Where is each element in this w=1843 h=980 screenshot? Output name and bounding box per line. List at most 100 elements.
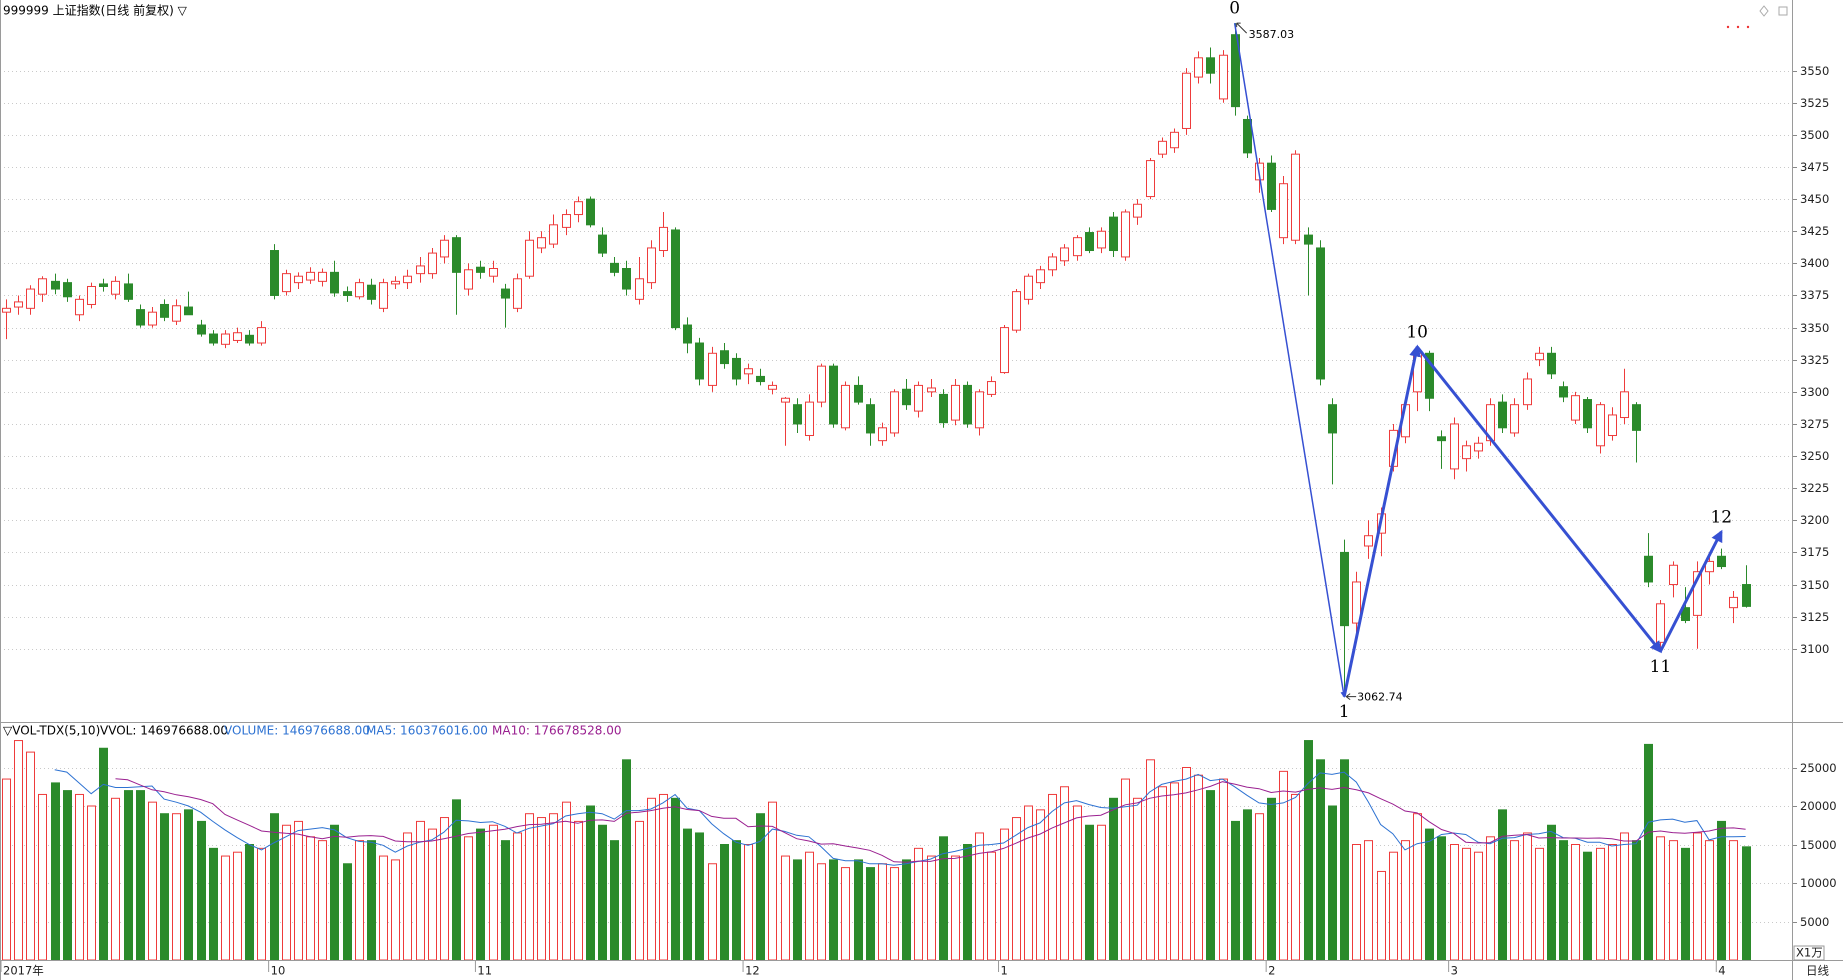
y-tick-label: 3250 bbox=[1800, 449, 1829, 463]
candle-body bbox=[257, 327, 266, 344]
volume-bar bbox=[452, 799, 461, 961]
candle-body bbox=[416, 265, 425, 275]
volume-bar bbox=[257, 847, 266, 961]
volume-bar bbox=[1486, 836, 1495, 961]
candle-body bbox=[245, 334, 254, 344]
volume-bar bbox=[1316, 759, 1325, 961]
candle-body bbox=[1742, 584, 1751, 607]
candle-body bbox=[501, 288, 510, 299]
volume-bar bbox=[720, 844, 729, 961]
y-tick-label: 3175 bbox=[1800, 545, 1829, 559]
candle-body bbox=[635, 278, 644, 300]
volume-bar bbox=[1060, 786, 1069, 961]
candle-body bbox=[781, 397, 790, 403]
volume-bar bbox=[111, 797, 120, 961]
volume-bar bbox=[1389, 851, 1398, 961]
candle-body bbox=[1644, 555, 1653, 583]
candle-body bbox=[951, 384, 960, 421]
volume-bar bbox=[1547, 824, 1556, 961]
candle-body bbox=[111, 280, 120, 295]
candle-body bbox=[1243, 118, 1252, 154]
volume-bar bbox=[489, 824, 498, 961]
volume-bar bbox=[63, 790, 72, 961]
candle-body bbox=[99, 283, 108, 287]
candle-body bbox=[1425, 352, 1434, 399]
y-tick-label: 3125 bbox=[1800, 610, 1829, 624]
icon[interactable] bbox=[1759, 5, 1769, 17]
candle-body bbox=[172, 305, 181, 322]
volume-bar bbox=[513, 832, 522, 961]
candle-body bbox=[452, 237, 461, 273]
volume-bar bbox=[1158, 786, 1167, 961]
volume-bar bbox=[221, 855, 230, 961]
volume-bar bbox=[1304, 740, 1313, 961]
candle-body bbox=[1705, 560, 1714, 573]
candle-body bbox=[927, 387, 936, 393]
unit-box bbox=[1793, 945, 1825, 961]
candle-body bbox=[525, 239, 534, 277]
candle-body bbox=[63, 282, 72, 298]
volume-bar bbox=[1182, 767, 1191, 961]
candle-body bbox=[1498, 401, 1507, 429]
volume-bar bbox=[1656, 836, 1665, 961]
volume-bar bbox=[1243, 809, 1252, 961]
candle-body bbox=[659, 226, 668, 252]
volume-bar bbox=[343, 863, 352, 961]
volume-bar bbox=[562, 801, 571, 961]
candle-body bbox=[1632, 404, 1641, 431]
volume-bar bbox=[1705, 840, 1714, 961]
volume-bar bbox=[1109, 797, 1118, 961]
candle-body bbox=[1121, 211, 1130, 258]
candle-body bbox=[282, 273, 291, 293]
volume-bar bbox=[160, 813, 169, 961]
candle-body bbox=[1717, 555, 1726, 568]
volume-bar bbox=[270, 813, 279, 961]
volume-bar bbox=[1693, 832, 1702, 961]
candle-body bbox=[1729, 596, 1738, 609]
x-tick-label: 10 bbox=[271, 964, 286, 978]
wave-label: 1 bbox=[1339, 702, 1350, 722]
y-tick-label: 3100 bbox=[1800, 642, 1829, 656]
volume-bar bbox=[464, 836, 473, 961]
volume-bar bbox=[209, 847, 218, 961]
volume-bar bbox=[1340, 759, 1349, 961]
candle-body bbox=[829, 365, 838, 425]
volume-bar bbox=[647, 797, 656, 961]
volume-bar bbox=[927, 855, 936, 961]
candle-body bbox=[1620, 391, 1629, 419]
candle-body bbox=[184, 306, 193, 316]
candle-body bbox=[1085, 232, 1094, 252]
volume-bar bbox=[197, 820, 206, 961]
wave-label: 0 bbox=[1229, 0, 1240, 19]
volume-bar bbox=[1364, 840, 1373, 961]
marks-layer bbox=[2, 23, 1751, 961]
wave-label: 12 bbox=[1710, 507, 1732, 527]
candle-body bbox=[343, 291, 352, 296]
candle-body bbox=[902, 388, 911, 406]
volume-bar bbox=[708, 863, 717, 961]
volume-bar bbox=[1632, 840, 1641, 961]
extreme-label: 3587.03 bbox=[1249, 28, 1295, 41]
candle-body bbox=[160, 303, 169, 318]
volume-bar bbox=[1097, 824, 1106, 961]
ma-line bbox=[115, 778, 1746, 863]
y-tick-label: 15000 bbox=[1800, 838, 1837, 852]
candle-body bbox=[768, 384, 777, 390]
candle-body bbox=[1523, 378, 1532, 406]
volume-bar bbox=[914, 847, 923, 961]
candle-body bbox=[549, 224, 558, 245]
volume-bar bbox=[598, 824, 607, 961]
volume-bar bbox=[245, 844, 254, 961]
volume-bar bbox=[124, 790, 133, 961]
volume-bar bbox=[1559, 840, 1568, 961]
candle-body bbox=[610, 262, 619, 273]
candle-body bbox=[683, 324, 692, 344]
y-tick-label: 10000 bbox=[1800, 876, 1837, 890]
candle-body bbox=[379, 282, 388, 309]
volume-bar bbox=[610, 840, 619, 961]
candle-body bbox=[586, 198, 595, 226]
volume-bar bbox=[87, 805, 96, 961]
icon[interactable] bbox=[1778, 6, 1788, 16]
candle-body bbox=[1608, 414, 1617, 437]
